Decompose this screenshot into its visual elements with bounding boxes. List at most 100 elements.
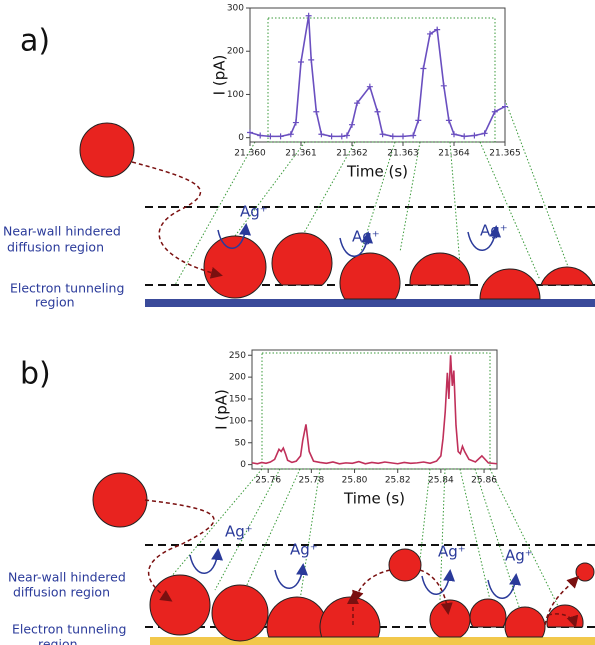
y-tick-label: 0 <box>240 460 246 470</box>
data-point <box>374 108 381 115</box>
data-line <box>251 355 498 465</box>
data-point <box>445 117 452 124</box>
nanoparticle <box>266 596 328 638</box>
ion-label: Ag⁺ <box>225 523 253 541</box>
data-point <box>328 133 335 140</box>
region-label: diffusion region <box>13 585 110 600</box>
guide-line <box>399 141 421 253</box>
guide-line <box>299 468 321 601</box>
arrow <box>419 569 453 615</box>
guide-line <box>174 141 256 286</box>
plot-frame <box>249 7 506 143</box>
nanoparticle <box>540 266 594 286</box>
region-label: Near-wall hindered <box>3 224 121 239</box>
guide-line <box>474 468 521 611</box>
electrode <box>145 299 595 307</box>
y-tick-label: 50 <box>235 438 247 448</box>
y-tick-label: 100 <box>229 416 246 426</box>
x-axis-label: Time (s) <box>346 163 408 181</box>
data-point <box>338 133 345 140</box>
data-point <box>410 132 417 139</box>
region-label: region <box>35 295 75 310</box>
data-point <box>471 132 478 139</box>
ion-label: Ag⁺ <box>290 541 318 559</box>
plot-frame <box>251 349 498 470</box>
data-point <box>292 119 299 126</box>
arrow <box>131 161 223 279</box>
data-point <box>267 133 274 140</box>
data-point <box>349 121 355 128</box>
nanoparticle <box>149 574 211 636</box>
ion-label: Ag⁺ <box>438 543 466 561</box>
ion-label: Ag⁺ <box>505 547 533 565</box>
nanoparticle <box>504 606 546 638</box>
window <box>267 17 496 143</box>
guide-line <box>439 468 446 601</box>
nanoparticle <box>211 584 269 642</box>
arrow <box>274 563 309 589</box>
arrow <box>339 231 374 257</box>
data-point <box>434 26 441 33</box>
nanoparticle <box>319 596 381 638</box>
data-point <box>305 12 312 19</box>
panel-label: a) <box>20 24 50 59</box>
data-point <box>427 30 434 37</box>
region-label: region <box>38 637 78 645</box>
x-tick-label: 25.86 <box>471 476 497 486</box>
y-axis-label: I (pA) <box>211 55 229 96</box>
y-tick-label: 300 <box>227 4 244 14</box>
x-tick-label: 21.363 <box>387 149 419 159</box>
x-tick-label: 21.361 <box>285 149 317 159</box>
guide-line <box>489 468 561 611</box>
data-point <box>491 108 498 115</box>
data-point <box>257 132 264 139</box>
x-tick-label: 25.84 <box>428 476 454 486</box>
ion-label: Ag⁺ <box>240 203 268 221</box>
arrow <box>189 548 224 574</box>
data-point <box>247 129 253 136</box>
x-axis-label: Time (s) <box>343 490 405 508</box>
nanoparticle <box>203 235 267 299</box>
y-tick-label: 250 <box>229 351 246 361</box>
arrow <box>421 569 456 595</box>
region-label: Electron tunneling <box>12 622 126 637</box>
nanoparticle <box>546 604 584 628</box>
data-point <box>379 131 386 138</box>
guide-line <box>419 468 431 561</box>
region-label: diffusion region <box>7 240 104 255</box>
guide-line <box>239 468 301 601</box>
data-point <box>461 133 468 140</box>
x-tick-label: 21.360 <box>234 149 266 159</box>
data-point <box>298 59 304 66</box>
arrow <box>217 223 252 249</box>
nanoparticle <box>339 252 401 300</box>
nanoparticle <box>92 472 148 528</box>
data-point <box>343 132 350 139</box>
nanoparticle <box>469 598 507 628</box>
data-point <box>420 65 427 72</box>
guide-line <box>479 141 541 281</box>
x-tick-label: 25.82 <box>385 476 411 486</box>
data-line <box>249 15 506 138</box>
x-tick-label: 21.365 <box>489 149 521 159</box>
y-tick-label: 100 <box>227 90 244 100</box>
arrow <box>487 573 522 599</box>
data-point <box>287 131 294 138</box>
y-axis-label: I (pA) <box>213 389 231 430</box>
guide-line <box>504 99 576 286</box>
nanoparticle <box>429 599 471 638</box>
panel-label: b) <box>20 357 51 392</box>
data-point <box>308 56 315 63</box>
y-tick-label: 150 <box>229 395 246 405</box>
data-point <box>440 82 447 89</box>
data-point <box>354 100 361 107</box>
arrow <box>467 225 502 251</box>
y-tick-label: 200 <box>229 373 246 383</box>
y-tick-label: 0 <box>238 133 244 143</box>
nanoparticle <box>575 562 595 582</box>
data-point <box>451 131 457 138</box>
window <box>261 352 491 470</box>
y-tick-label: 200 <box>227 47 244 57</box>
data-point <box>415 117 422 124</box>
x-tick-label: 25.80 <box>342 476 368 486</box>
